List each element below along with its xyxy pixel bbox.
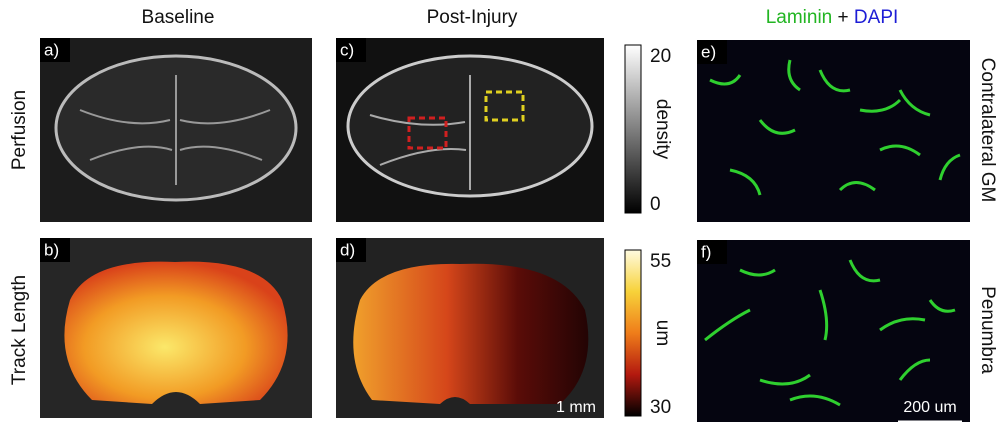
- colorbar-tick-label: 0: [650, 194, 661, 215]
- scale-bar-label: 200 um: [903, 399, 956, 416]
- region-label: Contralateral GM: [977, 58, 998, 203]
- panel-label: c): [340, 40, 354, 59]
- stain-joiner: +: [838, 7, 849, 28]
- panel-a: [40, 38, 312, 222]
- panel-f: 200 um: [697, 240, 970, 422]
- stain-dapi: DAPI: [854, 7, 898, 28]
- colorbar-track: [625, 250, 641, 416]
- colorbar-tick-label: 20: [650, 46, 671, 67]
- panel-label: f): [701, 242, 711, 261]
- panel-d: 1 mm: [336, 238, 604, 422]
- panel-b: [40, 238, 312, 418]
- colorbar-label: um: [652, 320, 673, 346]
- column-header: Baseline: [142, 7, 215, 28]
- stain-laminin: Laminin: [766, 7, 833, 28]
- colorbar-density: [625, 45, 641, 213]
- row-label: Perfusion: [9, 90, 30, 170]
- panel-c: [336, 38, 604, 222]
- region-label: Penumbra: [977, 286, 998, 374]
- panel-label: d): [340, 240, 355, 259]
- colorbar-label: density: [652, 99, 673, 160]
- stain-header: Laminin + DAPI: [766, 7, 899, 28]
- colorbar-tick-label: 30: [650, 397, 671, 418]
- scale-bar-label: 1 mm: [556, 399, 596, 416]
- column-header: Post-Injury: [427, 7, 518, 28]
- panel-label: e): [701, 42, 716, 61]
- panel-label: a): [44, 40, 59, 59]
- row-label: Track Length: [9, 275, 30, 385]
- panel-e: [697, 40, 970, 222]
- figure: Baseline Post-Injury Laminin + DAPI Perf…: [0, 0, 999, 427]
- colorbar-tick-label: 55: [650, 251, 671, 272]
- panel-label: b): [44, 240, 59, 259]
